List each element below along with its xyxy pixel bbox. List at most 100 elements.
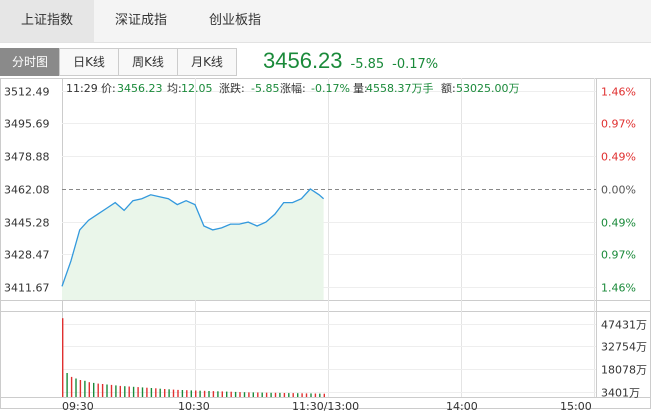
tab-chinext-index[interactable]: 创业板指 — [208, 13, 261, 28]
volume-bar — [75, 378, 77, 397]
volume-bar — [168, 389, 170, 397]
volume-bar — [274, 392, 277, 397]
volume-bar — [319, 393, 321, 397]
y-tick-label: 3411.67 — [4, 282, 50, 295]
volume-bar — [283, 393, 286, 397]
volume-bar — [314, 393, 317, 397]
right-tick-label: 0.49% — [601, 151, 636, 164]
info-price-label: 价: — [101, 82, 116, 95]
chart-frame — [0, 78, 651, 409]
x-tick-label: 11:30/13:00 — [292, 400, 359, 413]
tab-daily-k[interactable]: 日K线 — [59, 48, 119, 76]
volume-bar — [239, 392, 241, 397]
volume-bar — [199, 390, 201, 397]
volume-tick-label: 32754万 — [601, 341, 647, 354]
volume-bar — [248, 392, 250, 397]
y-tick-label: 3512.49 — [4, 86, 50, 99]
right-tick-label: 0.49% — [601, 217, 636, 230]
volume-bar — [305, 393, 308, 397]
tab-weekly-k[interactable]: 周K线 — [118, 48, 178, 76]
tab-shanghai-index[interactable]: 上证指数 — [0, 0, 94, 42]
price-chart — [61, 188, 325, 300]
volume-bar — [124, 386, 126, 397]
volume-bar — [243, 392, 246, 397]
volume-bar — [203, 390, 206, 397]
volume-bar — [119, 385, 121, 397]
volume-bar — [172, 389, 175, 397]
volume-bar — [195, 390, 197, 397]
info-volume: 4558.37万手 — [366, 81, 434, 95]
price-change-pct: -0.17% — [392, 57, 439, 72]
volume-bar — [141, 387, 144, 397]
volume-bar — [106, 384, 108, 397]
volume-bar — [62, 318, 64, 397]
volume-bar — [88, 382, 90, 397]
volume-bar — [66, 373, 68, 397]
tab-intraday[interactable]: 分时图 — [0, 48, 60, 76]
volume-bar — [93, 382, 95, 397]
y-tick-label: 3445.28 — [4, 217, 50, 230]
volume-bar — [288, 393, 290, 397]
info-pct: -0.17% — [311, 82, 350, 95]
volume-bar — [252, 392, 254, 397]
right-tick-label: 0.97% — [601, 118, 636, 131]
info-time: 11:29 — [66, 82, 98, 95]
volume-bar — [132, 386, 135, 397]
volume-tick-label: 47431万 — [601, 319, 647, 332]
y-tick-label: 3428.47 — [4, 249, 50, 262]
volume-bar — [217, 391, 219, 397]
volume-bar — [261, 392, 263, 397]
volume-chart — [62, 318, 325, 398]
quote-summary: 3456.23 -5.85 -0.17% — [263, 48, 438, 76]
volume-bar — [97, 383, 99, 397]
volume-bar — [292, 393, 294, 397]
volume-bar — [230, 391, 232, 397]
info-price: 3456.23 — [117, 82, 163, 95]
right-tick-label: 0.97% — [601, 249, 636, 262]
volume-bar — [234, 391, 237, 397]
volume-bar — [221, 391, 223, 397]
volume-bar — [301, 393, 303, 397]
tab-monthly-k[interactable]: 月K线 — [177, 48, 237, 76]
volume-bar — [84, 380, 86, 397]
volume-bar — [257, 392, 259, 397]
x-tick-label: 14:00 — [446, 400, 478, 413]
x-tick-label: 15:00 — [560, 400, 592, 413]
volume-bar — [79, 380, 82, 397]
right-tick-label: 1.46% — [601, 282, 636, 295]
price-line — [61, 188, 325, 287]
x-tick-label: 09:30 — [62, 400, 94, 413]
volume-bar — [70, 376, 73, 397]
volume-tick-label: 3401万 — [601, 387, 640, 400]
info-avg: 12.05 — [181, 82, 213, 95]
y-tick-label: 3495.69 — [4, 118, 50, 131]
tab-shenzhen-index[interactable]: 深证成指 — [114, 13, 167, 28]
volume-bar — [177, 389, 179, 397]
volume-bar — [212, 391, 215, 397]
volume-bar — [323, 393, 325, 397]
info-amount-label: 额: — [441, 82, 456, 95]
volume-bar — [146, 387, 148, 397]
volume-bar — [310, 393, 312, 397]
info-change: -5.85 — [251, 82, 279, 95]
info-avg-label: 均: — [167, 82, 182, 95]
volume-bar — [159, 388, 161, 397]
x-tick-label: 10:30 — [178, 400, 210, 413]
volume-bar — [101, 384, 104, 397]
volume-bar — [265, 392, 268, 397]
volume-bar — [297, 393, 299, 397]
volume-bar — [226, 391, 228, 397]
info-amount: 53025.00万 — [456, 82, 520, 95]
price-change: -5.85 — [350, 57, 385, 72]
chart-axes: 3512.49 1.46% 3495.69 0.97% 3478.88 0.49% 3462… — [4, 86, 647, 414]
volume-bar — [164, 389, 166, 397]
volume-bar — [190, 390, 192, 397]
current-price: 3456.23 — [263, 48, 343, 73]
volume-tick-label: 18078万 — [601, 364, 647, 377]
volume-bar — [128, 386, 130, 397]
volume-bar — [150, 388, 153, 397]
chart-period-tabs: 分时图 日K线 周K线 月K线 — [0, 48, 237, 76]
volume-bar — [279, 392, 281, 397]
index-tab-bar: 上证指数 深证成指 创业板指 — [0, 0, 651, 43]
